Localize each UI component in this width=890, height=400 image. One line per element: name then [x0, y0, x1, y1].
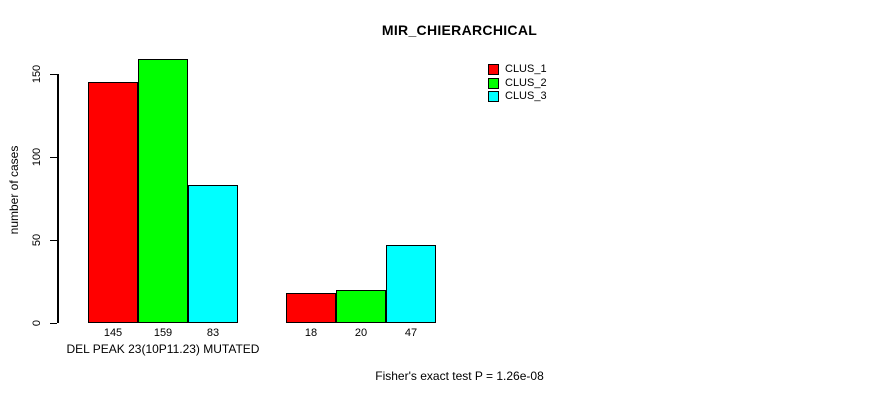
y-tick-label: 50 [31, 233, 43, 247]
y-tick-mark [50, 322, 57, 324]
bar-clus_3-group2 [386, 244, 436, 323]
legend-label-clus-3: CLUS_3 [505, 90, 547, 103]
legend-swatch-clus-2-icon [488, 77, 499, 89]
bar-value-label: 18 [304, 327, 318, 339]
legend-label-clus-2: CLUS_2 [505, 76, 547, 89]
bar-value-label: 20 [354, 327, 368, 339]
x-group-label: DEL PEAK 23(10P11.23) MUTATED [66, 342, 260, 356]
bar-value-label: 145 [103, 327, 123, 339]
chart-title: MIR_CHIERARCHICAL [381, 22, 538, 38]
bar-value-label: 83 [206, 327, 220, 339]
legend: CLUS_1 CLUS_2 CLUS_3 [488, 63, 547, 104]
legend-swatch-clus-1-icon [488, 64, 499, 76]
y-axis-label: number of cases [7, 145, 21, 235]
y-tick-label: 100 [31, 147, 43, 167]
fisher-test-annotation: Fisher's exact test P = 1.26e-08 [375, 369, 544, 383]
bar-value-label: 159 [153, 327, 173, 339]
legend-swatch-clus-3-icon [488, 91, 499, 103]
legend-item-clus-2: CLUS_2 [488, 77, 547, 91]
y-tick-label: 0 [31, 319, 43, 327]
bar-clus_2-group1 [138, 59, 188, 323]
legend-label-clus-1: CLUS_1 [505, 63, 547, 76]
bar-clus_1-group1 [88, 82, 138, 323]
bar-value-label: 47 [404, 327, 418, 339]
bar-clus_2-group2 [336, 289, 386, 323]
y-tick-mark [50, 73, 57, 75]
y-tick-mark [50, 239, 57, 241]
legend-item-clus-1: CLUS_1 [488, 63, 547, 77]
y-axis-line [57, 74, 59, 323]
y-tick-label: 150 [31, 64, 43, 84]
bar-clus_3-group1 [188, 185, 238, 323]
legend-item-clus-3: CLUS_3 [488, 90, 547, 104]
bar-clus_1-group2 [286, 293, 336, 323]
y-tick-mark [50, 156, 57, 158]
